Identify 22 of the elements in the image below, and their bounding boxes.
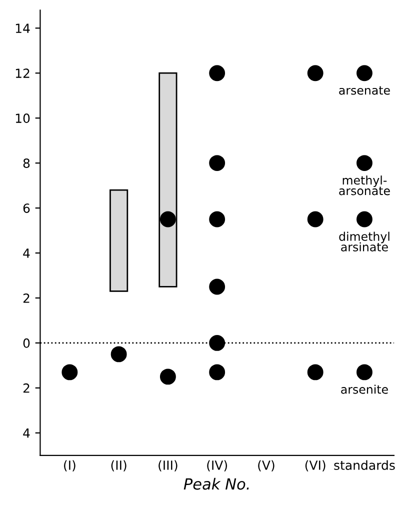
x-tick-label: (VI) [305, 460, 326, 472]
x-tick-label: standards [334, 460, 395, 470]
annotation: arsenate [339, 86, 390, 95]
x-axis-title: Peak No. [184, 478, 249, 490]
x-tick-label: (IV) [207, 460, 227, 472]
y-tick-label: 6 [23, 203, 30, 213]
y-tick-label: 10 [16, 114, 30, 123]
annotation: methyl- arsonate [339, 176, 390, 196]
x-tick-label: (V) [258, 460, 274, 472]
annotation: dimethyl arsinate [339, 232, 390, 252]
annotation: arsenite [341, 384, 388, 394]
y-tick-label: 12 [16, 68, 30, 78]
y-tick-label: 14 [16, 24, 30, 33]
y-tick-label: 4 [23, 248, 30, 258]
y-tick-label: 8 [23, 158, 30, 168]
x-tick-label: (III) [158, 460, 178, 472]
y-tick-label: 4 [23, 428, 30, 438]
x-tick-label: (I) [64, 460, 76, 472]
y-tick-label: 0 [23, 338, 30, 348]
y-tick-label: 2 [23, 293, 30, 303]
y-tick-label: 2 [23, 383, 30, 393]
x-tick-label: (II) [111, 460, 126, 472]
